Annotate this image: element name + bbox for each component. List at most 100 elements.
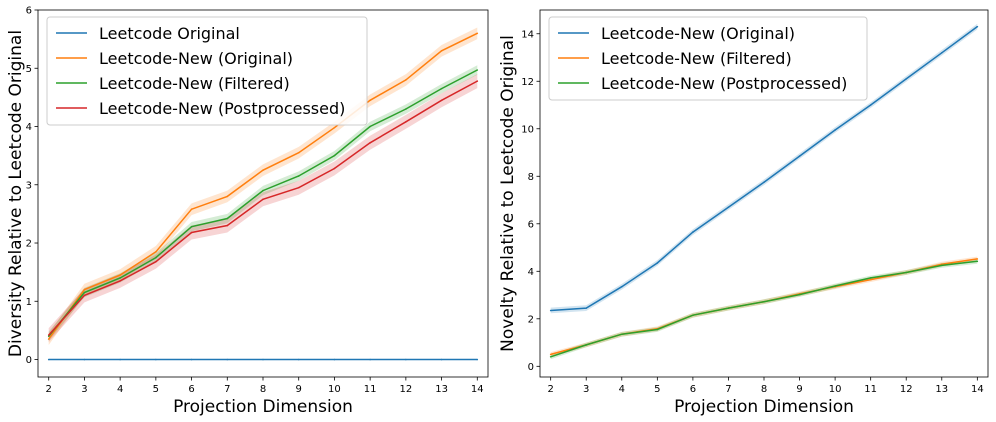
- y-tick-label: 3: [26, 180, 32, 191]
- x-tick-label: 9: [296, 384, 302, 395]
- data-point: [692, 231, 694, 233]
- data-point: [47, 334, 50, 336]
- data-point: [297, 151, 300, 154]
- x-tick-label: 11: [864, 384, 877, 395]
- data-point: [549, 353, 552, 356]
- data-point: [405, 79, 407, 81]
- x-tick-label: 9: [796, 384, 802, 395]
- data-point: [190, 231, 193, 234]
- data-point: [119, 274, 121, 276]
- data-point: [727, 307, 730, 309]
- data-point: [333, 154, 336, 157]
- data-point: [119, 280, 121, 282]
- data-point: [83, 294, 86, 297]
- data-point: [976, 25, 979, 28]
- data-point: [940, 264, 943, 267]
- data-point: [656, 262, 659, 264]
- data-point: [440, 358, 443, 361]
- x-tick-label: 7: [224, 384, 230, 395]
- legend-box: [46, 16, 368, 126]
- data-point: [262, 198, 264, 201]
- data-point: [798, 155, 801, 157]
- data-point: [333, 167, 336, 170]
- data-point: [869, 277, 872, 279]
- x-tick-label: 8: [761, 384, 767, 395]
- y-axis-label: Novelty Relative to Leetcode Original: [498, 35, 518, 352]
- series-band-1: [550, 256, 978, 357]
- data-point: [549, 309, 552, 312]
- x-tick-label: 13: [435, 384, 448, 395]
- data-point: [369, 125, 371, 128]
- y-tick-label: 6: [26, 6, 32, 17]
- x-tick-label: 10: [829, 384, 842, 395]
- data-point: [333, 358, 336, 361]
- x-tick-label: 6: [690, 384, 696, 395]
- data-point: [585, 307, 588, 309]
- data-point: [798, 293, 801, 296]
- data-point: [727, 206, 730, 208]
- data-point: [262, 169, 264, 171]
- data-point: [763, 181, 765, 184]
- x-tick-label: 4: [619, 384, 625, 395]
- series-band-1: [48, 27, 478, 345]
- series-band-2: [550, 258, 978, 360]
- x-tick-label: 2: [46, 384, 52, 395]
- y-tick-label: 6: [528, 219, 534, 230]
- x-axis-label: Projection Dimension: [173, 397, 353, 417]
- data-point: [297, 358, 300, 361]
- data-point: [620, 285, 623, 288]
- legend-label: Leetcode-New (Original): [601, 24, 795, 43]
- data-point: [405, 108, 407, 110]
- data-point: [405, 358, 407, 361]
- data-point: [190, 358, 193, 361]
- novelty-chart: 2 3 4 5 6 7 8 9 10 11 12 13 14 0 2 4 6 8 10 12 14 Projection …: [498, 9, 989, 417]
- y-tick-label: 2: [528, 314, 534, 325]
- x-tick-label: 2: [547, 384, 553, 395]
- data-point: [476, 32, 479, 35]
- series-line-2: [550, 260, 978, 358]
- data-point: [47, 335, 50, 338]
- legend-label: Leetcode-New (Original): [99, 49, 293, 68]
- y-tick-label: 5: [26, 64, 32, 75]
- data-point: [869, 278, 872, 281]
- data-point: [369, 358, 371, 361]
- data-point: [155, 260, 157, 263]
- y-tick-label: 0: [528, 362, 534, 373]
- x-tick-label: 7: [725, 384, 731, 395]
- data-point: [585, 344, 588, 346]
- legend-box: [548, 16, 868, 101]
- data-point: [226, 217, 229, 220]
- x-axis-label: Projection Dimension: [674, 397, 854, 417]
- x-tick-label: 8: [260, 384, 266, 395]
- x-tick-label: 14: [471, 384, 484, 395]
- data-point: [476, 69, 479, 71]
- y-tick-label: 1: [26, 297, 32, 308]
- data-point: [620, 333, 623, 336]
- data-point: [976, 260, 979, 263]
- x-tick-label: 13: [935, 384, 948, 395]
- data-point: [119, 277, 121, 279]
- legend-label: Leetcode-New (Postprocessed): [99, 99, 345, 118]
- data-point: [155, 250, 157, 253]
- y-tick-label: 10: [521, 124, 534, 135]
- x-tick-label: 6: [188, 384, 194, 395]
- data-point: [155, 358, 157, 361]
- data-point: [763, 300, 765, 303]
- data-point: [940, 263, 943, 265]
- data-point: [47, 338, 50, 340]
- data-point: [405, 121, 407, 123]
- data-point: [226, 224, 229, 227]
- data-point: [869, 104, 872, 106]
- data-point: [369, 99, 371, 102]
- data-point: [190, 225, 193, 228]
- data-point: [297, 186, 300, 189]
- x-tick-label: 3: [81, 384, 87, 395]
- data-point: [47, 358, 50, 361]
- legend-label: Leetcode-New (Filtered): [601, 49, 792, 68]
- legend-label: Leetcode-New (Filtered): [99, 74, 290, 93]
- data-point: [262, 358, 264, 361]
- x-tick-label: 12: [900, 384, 913, 395]
- x-tick-label: 5: [654, 384, 660, 395]
- x-tick-label: 5: [153, 384, 159, 395]
